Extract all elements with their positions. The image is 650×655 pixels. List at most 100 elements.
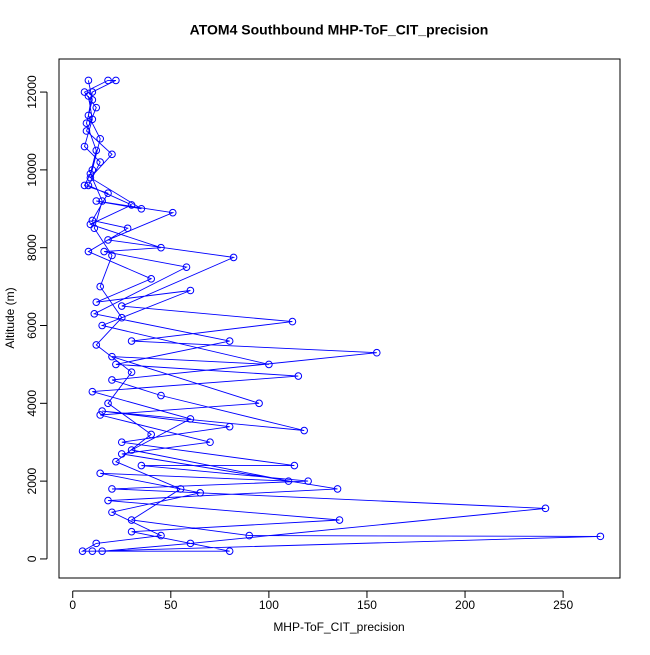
- x-tick-label: 0: [69, 598, 76, 612]
- data-point: [186, 415, 195, 423]
- data-point: [104, 399, 112, 408]
- data-point: [84, 181, 93, 190]
- plot-box: [58, 58, 621, 579]
- data-point: [225, 547, 234, 555]
- data-point: [284, 477, 293, 485]
- y-axis-label: Altitude (m): [3, 287, 17, 348]
- data-point: [108, 508, 116, 517]
- data-point: [127, 337, 136, 345]
- data-point: [294, 372, 303, 380]
- y-tick-label: 2000: [25, 467, 39, 494]
- data-point: [90, 224, 99, 233]
- data-point: [108, 376, 116, 384]
- y-tick-label: 4000: [25, 390, 39, 417]
- data-line: [80, 79, 601, 552]
- data-point: [137, 461, 146, 470]
- data-point: [290, 461, 299, 470]
- data-point: [157, 243, 165, 252]
- data-point: [108, 251, 116, 260]
- data-point: [127, 527, 136, 536]
- data-point: [196, 488, 205, 497]
- data-point: [108, 352, 116, 361]
- data-point: [96, 411, 104, 419]
- data-point: [117, 313, 126, 322]
- data-point: [84, 111, 93, 120]
- data-point: [90, 310, 99, 318]
- data-point: [255, 399, 263, 408]
- data-point: [82, 127, 91, 135]
- data-point: [541, 504, 550, 513]
- data-point: [88, 88, 97, 96]
- data-point: [96, 158, 104, 166]
- data-point: [98, 321, 106, 330]
- data-point: [137, 204, 146, 213]
- data-point: [92, 341, 101, 349]
- data-point: [335, 516, 344, 524]
- data-point: [168, 208, 177, 217]
- x-axis-label: MHP-ToF_CIT_precision: [273, 620, 404, 634]
- data-point: [127, 368, 136, 376]
- data-point: [98, 407, 106, 415]
- data-point: [176, 485, 185, 493]
- data-point: [88, 96, 97, 104]
- data-point: [182, 263, 191, 271]
- data-point: [245, 531, 254, 540]
- x-tick-label: 200: [455, 598, 475, 612]
- data-point: [112, 360, 120, 369]
- data-point: [265, 360, 273, 369]
- y-tick-label: 10000: [25, 153, 39, 187]
- data-point: [147, 275, 155, 283]
- data-point: [92, 146, 101, 155]
- data-point: [288, 317, 297, 326]
- data-point: [86, 173, 95, 182]
- data-point: [225, 337, 234, 345]
- data-point: [127, 446, 136, 454]
- data-point: [117, 438, 126, 447]
- data-point: [117, 302, 126, 310]
- data-point: [186, 286, 195, 295]
- data-point: [86, 169, 95, 178]
- data-point: [100, 247, 108, 256]
- data-point: [96, 134, 104, 143]
- data-point: [372, 348, 381, 357]
- data-point: [82, 119, 91, 127]
- data-point: [112, 76, 120, 85]
- data-point: [80, 142, 89, 151]
- chart-title: ATOM4 Southbound MHP-ToF_CIT_precision: [190, 22, 489, 38]
- data-point: [127, 201, 136, 209]
- data-point: [80, 88, 89, 96]
- data-point: [98, 547, 106, 555]
- data-point: [84, 92, 93, 100]
- data-point: [88, 115, 97, 124]
- data-point: [112, 457, 120, 466]
- data-point: [104, 76, 112, 85]
- data-point: [123, 224, 132, 233]
- data-point: [117, 450, 126, 458]
- data-point: [186, 539, 195, 548]
- data-point: [147, 430, 155, 439]
- data-point: [80, 181, 89, 190]
- data-point: [86, 220, 95, 229]
- data-point: [92, 197, 101, 205]
- x-tick-label: 50: [164, 598, 178, 612]
- data-point: [84, 247, 93, 256]
- data-point: [127, 516, 136, 524]
- data-point: [157, 531, 165, 540]
- data-point: [88, 547, 97, 555]
- data-point: [108, 150, 116, 159]
- data-point: [78, 547, 87, 555]
- y-tick-label: 6000: [25, 312, 39, 339]
- data-point: [88, 387, 97, 396]
- data-point: [92, 298, 101, 306]
- data-point: [108, 485, 116, 493]
- data-point: [92, 103, 101, 112]
- data-point: [88, 216, 97, 225]
- data-point: [104, 496, 112, 505]
- data-point: [104, 189, 112, 198]
- data-point: [596, 532, 605, 541]
- x-tick-label: 150: [357, 598, 377, 612]
- data-point: [157, 391, 165, 400]
